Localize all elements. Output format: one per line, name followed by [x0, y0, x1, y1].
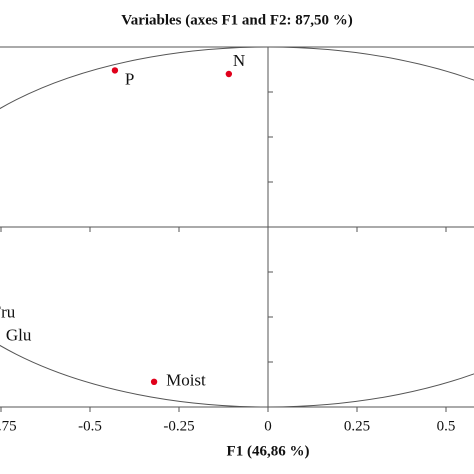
x-tick-label: -0.5 — [78, 418, 102, 434]
chart-title: Variables (axes F1 and F2: 87,50 %) — [121, 12, 353, 28]
point-label: Moist — [166, 371, 206, 390]
x-tick-label: -0.25 — [163, 418, 194, 434]
x-axis-label: F1 (46,86 %) — [227, 443, 310, 459]
point-label: N — [233, 51, 245, 70]
x-tick-label: 0 — [264, 418, 272, 434]
x-tick-label: 0.25 — [344, 418, 370, 434]
x-tick-label: 0.5 — [437, 418, 456, 434]
point-label: Fru — [0, 302, 16, 321]
point — [225, 70, 233, 78]
point — [111, 67, 119, 74]
point — [150, 378, 158, 385]
x-tick-label: -0.75 — [0, 418, 17, 434]
point-label: Glu — [6, 326, 32, 345]
point-label: P — [125, 69, 134, 88]
